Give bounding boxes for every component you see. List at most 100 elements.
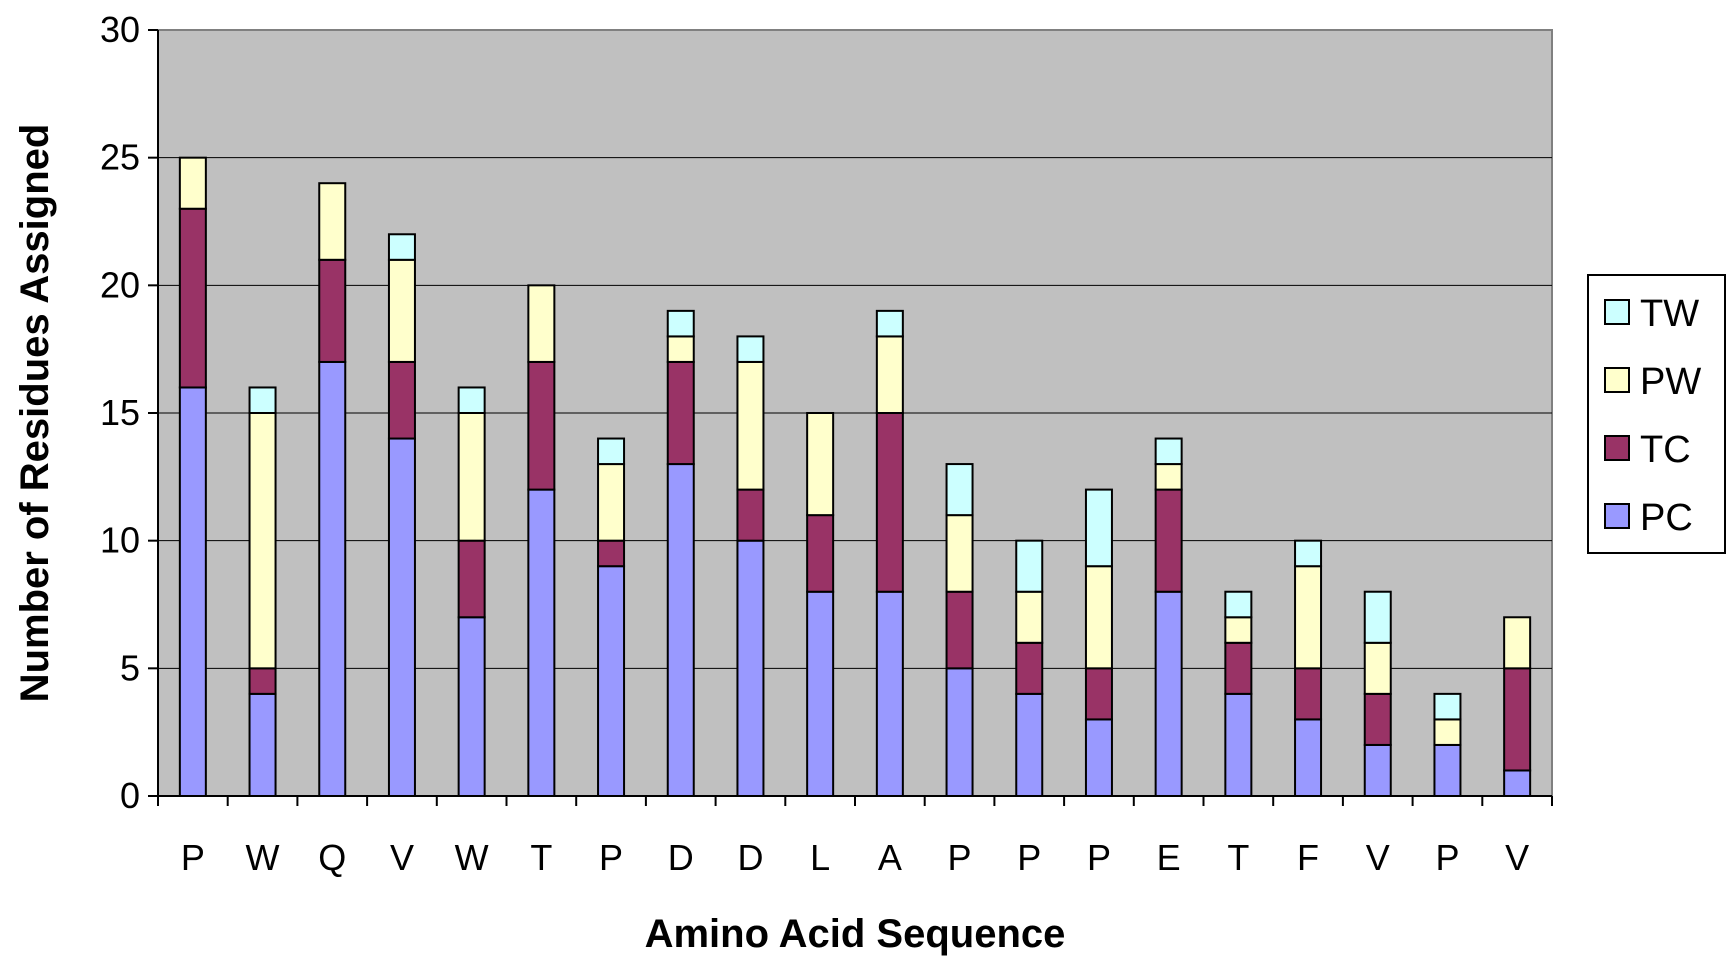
x-tick-label: F: [1297, 837, 1319, 878]
bar-segment-pc: [875, 590, 904, 797]
bar-segment-pw: [1154, 463, 1183, 491]
bar-segment-tc: [1154, 488, 1183, 593]
x-tick-label: P: [1017, 837, 1041, 878]
bar-segment-pc: [1224, 692, 1253, 797]
y-tick-labels: 0 5 10 15 20 25 30: [100, 9, 140, 816]
x-tick-label: W: [246, 837, 280, 878]
legend: TW PW TC PC: [1587, 274, 1726, 554]
legend-swatch-tw: [1604, 299, 1630, 325]
legend-label-pw: PW: [1640, 361, 1701, 403]
bar-segment-tc: [945, 590, 974, 670]
bar-segment-tc: [178, 207, 207, 389]
bar-segment-tc: [1015, 641, 1044, 695]
bar-segment-pc: [387, 437, 416, 797]
bar-segment-pw: [527, 284, 556, 363]
x-tick-label: E: [1157, 837, 1181, 878]
bar-segment-pc: [1084, 718, 1113, 798]
bar-segment-tw: [1433, 692, 1462, 721]
bar-segment-tw: [875, 309, 904, 338]
legend-swatch-pw: [1604, 367, 1630, 393]
bar-segment-pc: [1294, 718, 1323, 798]
x-tick-label: P: [948, 837, 972, 878]
bar-segment-pc: [1015, 692, 1044, 797]
bar-segment-tw: [736, 335, 765, 363]
bar-segment-pw: [1294, 565, 1323, 670]
legend-label-pc: PC: [1640, 497, 1693, 539]
x-tick-label: V: [1505, 837, 1529, 878]
bar-segment-tw: [457, 386, 486, 415]
bar-segment-tw: [597, 437, 626, 466]
bar-segment-pw: [178, 156, 207, 210]
y-tick-label: 5: [120, 647, 140, 688]
bar-segment-tc: [457, 539, 486, 619]
x-tick-label: L: [810, 837, 830, 878]
y-tick-label: 20: [100, 264, 140, 305]
bar-segment-pc: [597, 565, 626, 798]
y-tick-label: 30: [100, 9, 140, 50]
bar-segment-pc: [1154, 590, 1183, 797]
bar-segment-pc: [248, 692, 277, 797]
bar-segment-pc: [806, 590, 835, 797]
bar-segment-pc: [178, 386, 207, 797]
bar-segment-tc: [1363, 692, 1392, 746]
x-tick-label: T: [530, 837, 552, 878]
x-tick-label: A: [878, 837, 902, 878]
bar-segment-tc: [1503, 667, 1532, 772]
legend-swatch-tc: [1604, 435, 1630, 461]
bar-segment-pc: [945, 667, 974, 797]
bar-segment-tw: [387, 233, 416, 261]
y-tick-label: 10: [100, 520, 140, 561]
bar-segment-tc: [1294, 667, 1323, 721]
bar-segment-pw: [1084, 565, 1113, 670]
y-tick-label: 0: [120, 775, 140, 816]
bar-segment-tc: [736, 488, 765, 542]
bar-segment-pw: [875, 335, 904, 414]
bar-segment-pw: [666, 335, 695, 363]
bar-segment-tw: [1154, 437, 1183, 466]
x-axis-title: Amino Acid Sequence: [645, 912, 1066, 956]
bar-segment-pw: [387, 258, 416, 363]
bar-segment-pw: [1503, 616, 1532, 670]
x-tick-label: W: [455, 837, 489, 878]
x-tick-label: T: [1227, 837, 1249, 878]
bar-segment-tw: [248, 386, 277, 415]
bar-segment-pw: [1363, 641, 1392, 695]
x-tick-label: P: [599, 837, 623, 878]
bar-segment-pc: [527, 488, 556, 797]
bar-segment-tw: [1363, 590, 1392, 644]
bar-segment-tc: [527, 360, 556, 491]
x-tick-label: V: [1366, 837, 1390, 878]
x-tick-label: P: [181, 837, 205, 878]
bar-segment-pw: [806, 412, 835, 517]
bar-segment-pw: [457, 412, 486, 542]
bar-segment-pw: [1015, 590, 1044, 644]
bar-segment-tw: [1224, 590, 1253, 619]
x-tick-label: D: [737, 837, 763, 878]
bar-segment-tc: [387, 360, 416, 440]
bar-segment-pw: [1224, 616, 1253, 644]
legend-label-tw: TW: [1640, 293, 1699, 335]
x-tick-label: V: [390, 837, 414, 878]
bar-segment-tw: [1294, 539, 1323, 568]
bar-segment-pc: [318, 360, 347, 797]
bar-segment-tc: [1084, 667, 1113, 721]
axes: [148, 29, 1553, 806]
bar-segment-tw: [1084, 488, 1113, 568]
bar-segment-pc: [1503, 769, 1532, 798]
bar-segment-pw: [597, 463, 626, 542]
bar-segment-tc: [1224, 641, 1253, 695]
bar-segment-tc: [248, 667, 277, 695]
bar-segment-pw: [1433, 718, 1462, 746]
legend-label-tc: TC: [1640, 429, 1691, 471]
bar-segment-tc: [666, 360, 695, 466]
bar-segment-pc: [457, 616, 486, 797]
bar-segment-pw: [248, 412, 277, 670]
bar-segment-pw: [318, 182, 347, 261]
bar-segment-tc: [875, 412, 904, 593]
y-axis-title: Number of Residues Assigned: [13, 124, 57, 703]
bar-segment-tc: [597, 539, 626, 568]
bar-segment-tw: [666, 309, 695, 338]
bar-segment-tc: [806, 514, 835, 593]
y-tick-label: 25: [100, 137, 140, 178]
